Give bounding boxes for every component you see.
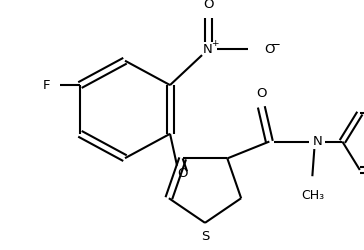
- Text: CH₃: CH₃: [301, 189, 324, 202]
- Text: O: O: [177, 167, 187, 180]
- Text: +: +: [211, 39, 219, 48]
- Text: O: O: [264, 43, 274, 56]
- Text: S: S: [201, 230, 209, 243]
- Text: N: N: [312, 135, 322, 148]
- Text: −: −: [271, 38, 281, 51]
- Text: F: F: [43, 78, 50, 92]
- Text: O: O: [256, 87, 266, 100]
- Text: O: O: [203, 0, 213, 11]
- Text: N: N: [203, 43, 213, 56]
